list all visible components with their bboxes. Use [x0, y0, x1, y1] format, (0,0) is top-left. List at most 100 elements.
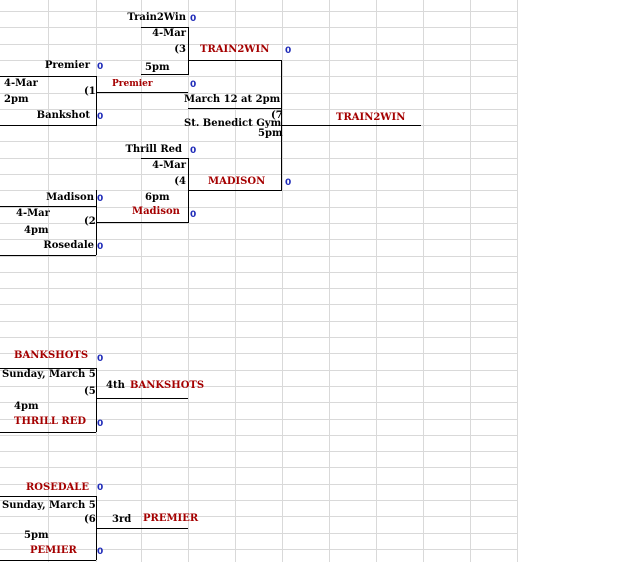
g6-game-number[interactable]: (6 — [84, 514, 96, 525]
grid-column-line — [141, 0, 142, 562]
g5-date[interactable]: Sunday, March 5 — [2, 369, 96, 380]
g2-date[interactable]: 4-Mar — [16, 208, 50, 219]
grid-row-line — [0, 435, 517, 436]
grid-column-line — [96, 0, 97, 562]
g2-team-bottom[interactable]: Rosedale — [43, 240, 94, 251]
score-g6-top[interactable]: 0 — [97, 483, 104, 493]
champion[interactable]: TRAIN2WIN — [336, 112, 406, 123]
g5-game-number[interactable]: (5 — [84, 386, 96, 397]
score-r2-g2[interactable]: 0 — [190, 210, 197, 220]
grid-column-line — [517, 0, 518, 562]
g2-game-number[interactable]: (2 — [84, 216, 96, 227]
g6-winner[interactable]: PREMIER — [143, 513, 199, 524]
g6-place[interactable]: 3rd — [112, 514, 132, 525]
g6-date[interactable]: Sunday, March 5 — [2, 500, 96, 511]
g1-date[interactable]: 4-Mar — [4, 78, 38, 89]
grid-row-line — [0, 109, 517, 110]
grid-row-line — [0, 288, 517, 289]
score-g6-bottom[interactable]: 0 — [97, 547, 104, 557]
g1-team-top[interactable]: Premier — [44, 60, 90, 71]
g3-time[interactable]: 5pm — [145, 62, 170, 73]
bracket-line — [96, 92, 188, 93]
g6-time[interactable]: 5pm — [24, 530, 49, 541]
grid-column-line — [282, 0, 283, 562]
g5-place[interactable]: 4th — [106, 380, 125, 391]
grid-row-line — [0, 27, 517, 28]
g1-time[interactable]: 2pm — [4, 94, 29, 105]
g3-team-top[interactable]: Train2Win — [127, 12, 186, 23]
g5-team-top[interactable]: BANKSHOTS — [14, 350, 89, 361]
score-r2-g4[interactable]: 0 — [285, 178, 292, 188]
grid-row-line — [0, 239, 517, 240]
score-g1-top[interactable]: 0 — [97, 62, 104, 72]
score-g2-bottom[interactable]: 0 — [97, 242, 104, 252]
grid-column-line — [376, 0, 377, 562]
grid-row-line — [0, 353, 517, 354]
g5-time[interactable]: 4pm — [14, 401, 39, 412]
bracket-line — [281, 125, 421, 126]
final-game-number[interactable]: (7 — [271, 110, 283, 121]
g2-team-top[interactable]: Madison — [46, 192, 94, 203]
grid-row-line — [0, 467, 517, 468]
score-r2-g1[interactable]: 0 — [190, 80, 197, 90]
grid-row-line — [0, 141, 517, 142]
grid-row-line — [0, 484, 517, 485]
score-g3-top[interactable]: 0 — [190, 14, 197, 24]
grid-column-line — [48, 0, 49, 562]
g6-team-bottom[interactable]: PEMIER — [30, 545, 77, 556]
bracket-line — [141, 158, 189, 159]
bracket-line — [96, 398, 188, 399]
score-g2-top[interactable]: 0 — [97, 194, 104, 204]
score-g4-top[interactable]: 0 — [190, 146, 197, 156]
r2-g3-winner[interactable]: TRAIN2WIN — [200, 44, 270, 55]
grid-row-line — [0, 76, 517, 77]
g3-game-number[interactable]: (3 — [174, 44, 186, 55]
g4-game-number[interactable]: (4 — [174, 176, 186, 187]
grid-row-line — [0, 207, 517, 208]
g3-date[interactable]: 4-Mar — [152, 28, 186, 39]
score-r2-g3[interactable]: 0 — [285, 46, 292, 56]
grid-row-line — [0, 386, 517, 387]
r2-g2-winner[interactable]: Madison — [132, 206, 180, 217]
bracket-line — [0, 255, 96, 256]
bracket-line — [188, 190, 282, 191]
grid-row-line — [0, 419, 517, 420]
grid-row-line — [0, 321, 517, 322]
g6-team-top[interactable]: ROSEDALE — [26, 482, 89, 493]
bracket-line — [141, 27, 189, 28]
bracket-line — [0, 432, 96, 433]
final-date-time[interactable]: March 12 at 2pm — [184, 94, 281, 105]
g4-team-top[interactable]: Thrill Red — [125, 144, 182, 155]
grid-column-line — [329, 0, 330, 562]
grid-row-line — [0, 256, 517, 257]
r2-g4-winner[interactable]: MADISON — [208, 176, 266, 187]
grid-column-line — [470, 0, 471, 562]
g4-date[interactable]: 4-Mar — [152, 160, 186, 171]
grid-row-line — [0, 304, 517, 305]
r2-g1-winner[interactable]: Premier — [112, 79, 153, 89]
grid-row-line — [0, 223, 517, 224]
grid-row-line — [0, 44, 517, 45]
grid-row-line — [0, 125, 517, 126]
g5-team-bottom[interactable]: THRILL RED — [14, 416, 87, 427]
bracket-line — [141, 74, 189, 75]
grid-row-line — [0, 158, 517, 159]
g1-team-bottom[interactable]: Bankshot — [36, 110, 90, 121]
g1-game-number[interactable]: (1 — [84, 86, 96, 97]
final-venue[interactable]: St. Benedict Gym — [184, 118, 282, 129]
grid-row-line — [0, 93, 517, 94]
g5-winner[interactable]: BANKSHOTS — [130, 380, 205, 391]
grid-row-line — [0, 451, 517, 452]
grid-row-line — [0, 174, 517, 175]
grid-column-line — [423, 0, 424, 562]
score-g1-bottom[interactable]: 0 — [97, 112, 104, 122]
score-g5-top[interactable]: 0 — [97, 354, 104, 364]
final-time[interactable]: 5pm — [258, 128, 283, 139]
bracket-line — [188, 27, 189, 75]
g2-time[interactable]: 4pm — [24, 225, 49, 236]
grid-row-line — [0, 11, 517, 12]
bracket-line — [0, 496, 96, 497]
score-g5-bottom[interactable]: 0 — [97, 419, 104, 429]
g4-time[interactable]: 6pm — [145, 192, 170, 203]
